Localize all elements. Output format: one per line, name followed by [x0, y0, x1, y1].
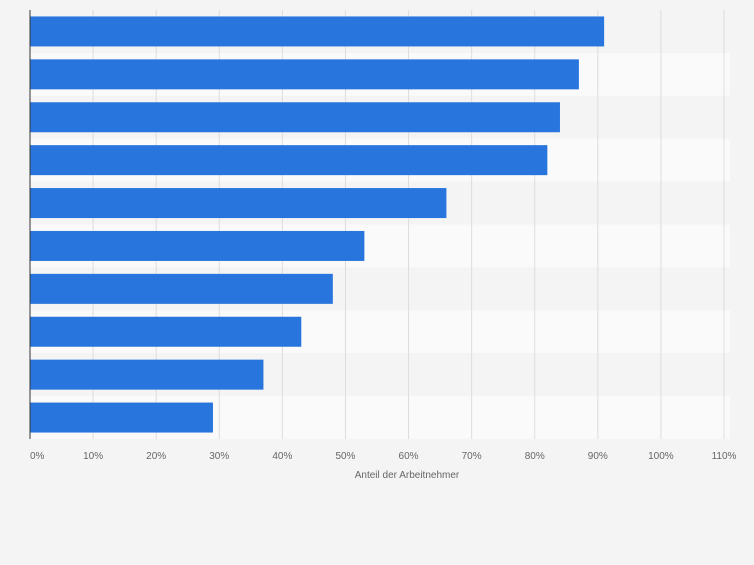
x-tick-label: 90%	[588, 451, 608, 462]
bars	[30, 16, 605, 433]
bar-3	[30, 102, 560, 133]
bar-1	[30, 16, 605, 47]
x-tick-label: 80%	[525, 451, 545, 462]
x-tick-label: 100%	[648, 451, 674, 462]
x-tick-label: 50%	[335, 451, 355, 462]
x-tick-label: 110%	[712, 451, 737, 462]
x-tick-label: 20%	[146, 451, 166, 462]
x-tick-labels: 0% 10% 20% 30% 40% 50% 60% 70% 80% 90% 100% 110%	[30, 451, 737, 462]
bar-10	[30, 402, 213, 433]
x-tick-label: 70%	[462, 451, 482, 462]
x-tick-label: 0%	[30, 451, 45, 462]
x-axis-label: Anteil der Arbeitnehmer	[355, 470, 460, 481]
bar-9	[30, 359, 264, 390]
x-tick-label: 30%	[209, 451, 229, 462]
bar-8	[30, 316, 302, 347]
bar-5	[30, 188, 447, 219]
bar-7	[30, 273, 333, 304]
x-tick-label: 40%	[272, 451, 292, 462]
bar-6	[30, 230, 365, 261]
x-tick-label: 60%	[399, 451, 419, 462]
x-tick-label: 10%	[83, 451, 103, 462]
bar-2	[30, 59, 579, 90]
bar-4	[30, 145, 548, 176]
